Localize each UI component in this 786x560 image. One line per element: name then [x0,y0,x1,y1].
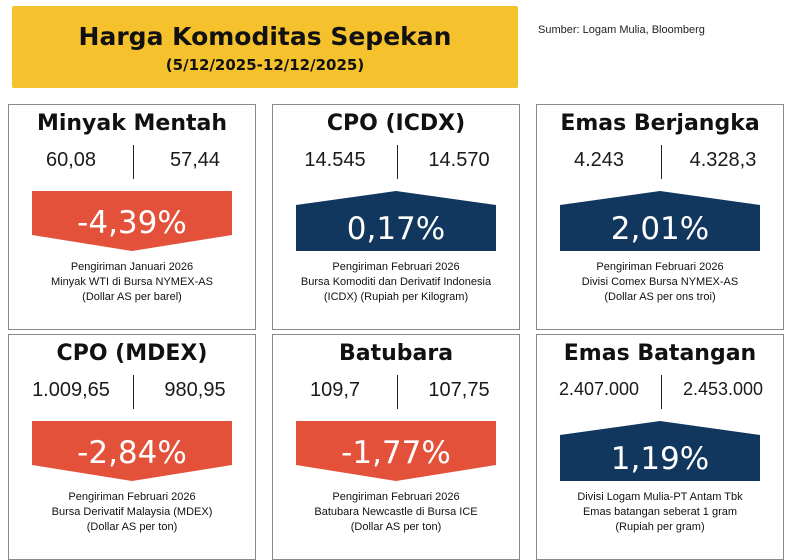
price-current: 4.328,3 [689,149,757,171]
value-divider [133,145,134,179]
desc-line: (Dollar AS per ton) [86,521,178,533]
date-range: (5/12/2025-12/12/2025) [165,56,365,74]
commodity-name: CPO (ICDX) [326,111,466,136]
desc-line: Divisi Logam Mulia-PT Antam Tbk [577,491,743,503]
commodity-description: Pengiriman Februari 2026 Batubara Newcas… [273,490,519,535]
price-current: 107,75 [428,379,490,401]
value-divider [397,375,398,409]
change-up-badge [560,191,760,251]
price-current: 980,95 [164,379,226,401]
commodity-name: CPO (MDEX) [56,341,208,366]
commodity-name: Batubara [338,341,454,366]
price-current: 57,44 [169,149,221,171]
commodity-description: Pengiriman Februari 2026 Divisi Comex Bu… [537,260,783,305]
price-previous: 2.407.000 [558,379,640,399]
desc-line: Batubara Newcastle di Bursa ICE [314,506,478,518]
change-percent: -2,84% [77,435,187,471]
page-title: Harga Komoditas Sepekan [78,22,452,51]
value-divider [661,375,662,409]
value-divider [661,145,662,179]
desc-line: Pengiriman Januari 2026 [70,261,194,273]
desc-line: Pengiriman Februari 2026 [596,261,724,273]
desc-line: (Dollar AS per barel) [82,291,182,303]
change-percent: -1,77% [341,435,451,471]
card-cpo-icdx: CPO (ICDX) 14.545 14.570 0,17% Pengirima… [272,104,520,330]
commodity-description: Pengiriman Februari 2026 Bursa Derivatif… [9,490,255,535]
card-emas-batangan: Emas Batangan 2.407.000 2.453.000 1,19% … [536,334,784,560]
desc-line: Pengiriman Februari 2026 [68,491,196,503]
change-down-badge [32,421,232,481]
commodity-description: Pengiriman Januari 2026 Minyak WTI di Bu… [9,260,255,305]
title-banner: Harga Komoditas Sepekan (5/12/2025-12/12… [12,6,518,88]
card-emas-berjangka: Emas Berjangka 4.243 4.328,3 2,01% Pengi… [536,104,784,330]
value-divider [397,145,398,179]
change-percent: 1,19% [610,441,710,477]
change-up-badge [296,191,496,251]
card-batubara: Batubara 109,7 107,75 -1,77% Pengiriman … [272,334,520,560]
change-percent: 2,01% [610,211,710,247]
price-current: 14.570 [428,149,490,171]
desc-line: Minyak WTI di Bursa NYMEX-AS [51,276,213,288]
card-cpo-mdex: CPO (MDEX) 1.009,65 980,95 -2,84% Pengir… [8,334,256,560]
desc-line: Emas batangan seberat 1 gram [582,506,738,518]
desc-line: (Dollar AS per ons troi) [604,291,716,303]
change-percent: 0,17% [346,211,446,247]
price-previous: 14.545 [304,149,366,171]
value-divider [133,375,134,409]
desc-line: (Dollar AS per ton) [350,521,442,533]
source-note: Sumber: Logam Mulia, Bloomberg [538,24,705,36]
price-previous: 1.009,65 [32,379,110,401]
price-previous: 4.243 [573,149,625,171]
desc-line: Pengiriman Februari 2026 [332,261,460,273]
commodity-description: Pengiriman Februari 2026 Bursa Komoditi … [273,260,519,305]
price-previous: 109,7 [309,379,361,401]
change-percent: -4,39% [77,205,187,241]
commodity-name: Minyak Mentah [36,111,228,136]
price-current: 2.453.000 [682,379,764,399]
change-up-badge [560,421,760,481]
price-previous: 60,08 [45,149,97,171]
change-down-badge [296,421,496,481]
desc-line: Pengiriman Februari 2026 [332,491,460,503]
desc-line: Bursa Komoditi dan Derivatif Indonesia [300,276,492,288]
desc-line: Divisi Comex Bursa NYMEX-AS [581,276,739,288]
commodity-name: Emas Batangan [563,341,757,366]
desc-line: (Rupiah per gram) [615,521,705,533]
commodity-description: Divisi Logam Mulia-PT Antam Tbk Emas bat… [537,490,783,535]
commodity-name: Emas Berjangka [560,111,760,136]
card-minyak-mentah: Minyak Mentah 60,08 57,44 -4,39% Pengiri… [8,104,256,330]
desc-line: (ICDX) (Rupiah per Kilogram) [323,291,469,303]
desc-line: Bursa Derivatif Malaysia (MDEX) [51,506,213,518]
change-down-badge [32,191,232,251]
